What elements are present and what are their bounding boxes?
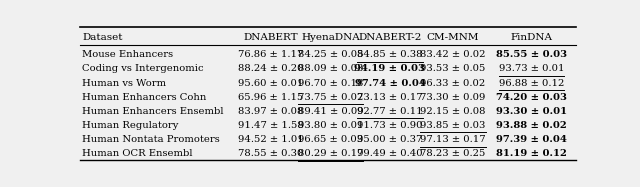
Text: 92.15 ± 0.08: 92.15 ± 0.08: [420, 107, 486, 116]
Text: 92.77 ± 0.11: 92.77 ± 0.11: [357, 107, 423, 116]
Text: 73.75 ± 0.02: 73.75 ± 0.02: [298, 93, 363, 102]
Text: 84.85 ± 0.38: 84.85 ± 0.38: [357, 50, 423, 59]
Text: Human Nontata Promoters: Human Nontata Promoters: [83, 135, 220, 144]
Text: Human Enhancers Cohn: Human Enhancers Cohn: [83, 93, 207, 102]
Text: 96.65 ± 0.03: 96.65 ± 0.03: [298, 135, 363, 144]
Text: 81.19 ± 0.12: 81.19 ± 0.12: [496, 149, 567, 158]
Text: 88.24 ± 0.20: 88.24 ± 0.20: [238, 65, 304, 73]
Text: 74.20 ± 0.03: 74.20 ± 0.03: [496, 93, 567, 102]
Text: DNABERT-2: DNABERT-2: [358, 33, 422, 42]
Text: Mouse Enhancers: Mouse Enhancers: [83, 50, 173, 59]
Text: 96.33 ± 0.02: 96.33 ± 0.02: [420, 79, 486, 88]
Text: 88.09 ± 0.03: 88.09 ± 0.03: [298, 65, 363, 73]
Text: 96.70 ± 0.18: 96.70 ± 0.18: [298, 79, 363, 88]
Text: 97.13 ± 0.17: 97.13 ± 0.17: [420, 135, 486, 144]
Text: 78.55 ± 0.30: 78.55 ± 0.30: [238, 149, 303, 158]
Text: 91.47 ± 1.58: 91.47 ± 1.58: [238, 121, 304, 130]
Text: CM-MNM: CM-MNM: [427, 33, 479, 42]
Text: 79.49 ± 0.40: 79.49 ± 0.40: [357, 149, 423, 158]
Text: 93.53 ± 0.05: 93.53 ± 0.05: [420, 65, 486, 73]
Text: 96.88 ± 0.12: 96.88 ± 0.12: [499, 79, 564, 88]
Text: 91.73 ± 0.90: 91.73 ± 0.90: [357, 121, 423, 130]
Text: 83.97 ± 0.08: 83.97 ± 0.08: [238, 107, 303, 116]
Text: 93.30 ± 0.01: 93.30 ± 0.01: [496, 107, 567, 116]
Text: Human vs Worm: Human vs Worm: [83, 79, 166, 88]
Text: 89.41 ± 0.09: 89.41 ± 0.09: [298, 107, 364, 116]
Text: 93.73 ± 0.01: 93.73 ± 0.01: [499, 65, 564, 73]
Text: 83.42 ± 0.02: 83.42 ± 0.02: [420, 50, 486, 59]
Text: 73.13 ± 0.17: 73.13 ± 0.17: [357, 93, 423, 102]
Text: 93.88 ± 0.02: 93.88 ± 0.02: [496, 121, 567, 130]
Text: Human Enhancers Ensembl: Human Enhancers Ensembl: [83, 107, 224, 116]
Text: 84.25 ± 0.05: 84.25 ± 0.05: [298, 50, 364, 59]
Text: 95.00 ± 0.37: 95.00 ± 0.37: [357, 135, 422, 144]
Text: 80.29 ± 0.19: 80.29 ± 0.19: [298, 149, 364, 158]
Text: 73.30 ± 0.09: 73.30 ± 0.09: [420, 93, 486, 102]
Text: 97.39 ± 0.04: 97.39 ± 0.04: [496, 135, 567, 144]
Text: 85.55 ± 0.03: 85.55 ± 0.03: [496, 50, 567, 59]
Text: 65.96 ± 1.15: 65.96 ± 1.15: [238, 93, 303, 102]
Text: 94.19 ± 0.03: 94.19 ± 0.03: [355, 65, 426, 73]
Text: 97.74 ± 0.04: 97.74 ± 0.04: [355, 79, 426, 88]
Text: 95.60 ± 0.01: 95.60 ± 0.01: [238, 79, 303, 88]
Text: HyenaDNA: HyenaDNA: [301, 33, 360, 42]
Text: 94.52 ± 1.01: 94.52 ± 1.01: [238, 135, 304, 144]
Text: FinDNA: FinDNA: [510, 33, 552, 42]
Text: 78.23 ± 0.25: 78.23 ± 0.25: [420, 149, 486, 158]
Text: Dataset: Dataset: [83, 33, 123, 42]
Text: DNABERT: DNABERT: [244, 33, 298, 42]
Text: 76.86 ± 1.17: 76.86 ± 1.17: [238, 50, 303, 59]
Text: Human OCR Ensembl: Human OCR Ensembl: [83, 149, 193, 158]
Text: 93.85 ± 0.03: 93.85 ± 0.03: [420, 121, 486, 130]
Text: Coding vs Intergenomic: Coding vs Intergenomic: [83, 65, 204, 73]
Text: Human Regulatory: Human Regulatory: [83, 121, 179, 130]
Text: 93.80 ± 0.01: 93.80 ± 0.01: [298, 121, 364, 130]
